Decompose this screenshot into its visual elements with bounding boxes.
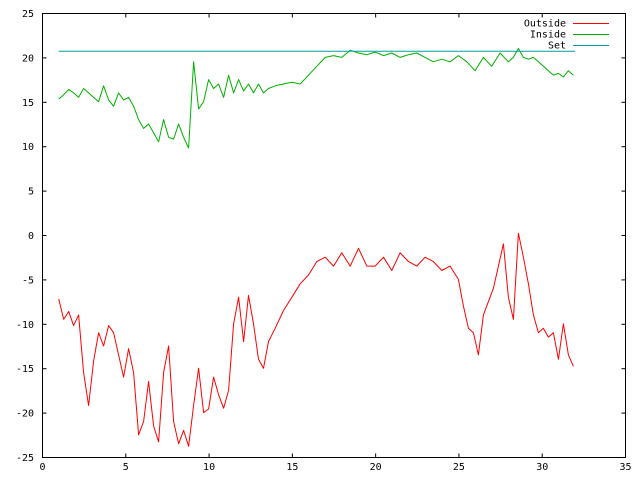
x-tick-label: 5 <box>123 462 129 473</box>
y-tick-label: 0 <box>28 231 34 242</box>
axis-ticks <box>42 13 626 458</box>
x-tick-label: 20 <box>370 462 382 473</box>
plot-frame <box>42 13 626 458</box>
x-tick-label: 10 <box>203 462 215 473</box>
y-tick-label: -25 <box>16 453 34 464</box>
y-tick-label: 20 <box>22 53 34 64</box>
legend-label-outside: Outside <box>524 19 566 30</box>
y-tick-label: -20 <box>16 409 34 420</box>
x-tick-label: 30 <box>536 462 548 473</box>
y-tick-label: 25 <box>22 9 34 20</box>
x-tick-label: 0 <box>39 462 45 473</box>
axis-tick-labels: 0 5 10 15 20 25 30 35 -25 -20 -15 -10 -5 0 5 10 15 20 25 <box>16 9 632 473</box>
y-tick-label: -5 <box>22 275 34 286</box>
series-line-inside <box>58 48 574 149</box>
y-tick-label: 10 <box>22 142 34 153</box>
x-tick-label: 25 <box>453 462 465 473</box>
legend-label-inside: Inside <box>530 30 566 41</box>
series-lines <box>58 48 575 447</box>
x-tick-label: 35 <box>619 462 631 473</box>
y-tick-label: -15 <box>16 364 34 375</box>
y-tick-label: 5 <box>28 187 34 198</box>
y-tick-label: -10 <box>16 320 34 331</box>
legend-label-set: Set <box>548 41 566 52</box>
x-tick-label: 15 <box>286 462 298 473</box>
series-line-outside <box>58 232 574 447</box>
y-tick-label: 15 <box>22 98 34 109</box>
